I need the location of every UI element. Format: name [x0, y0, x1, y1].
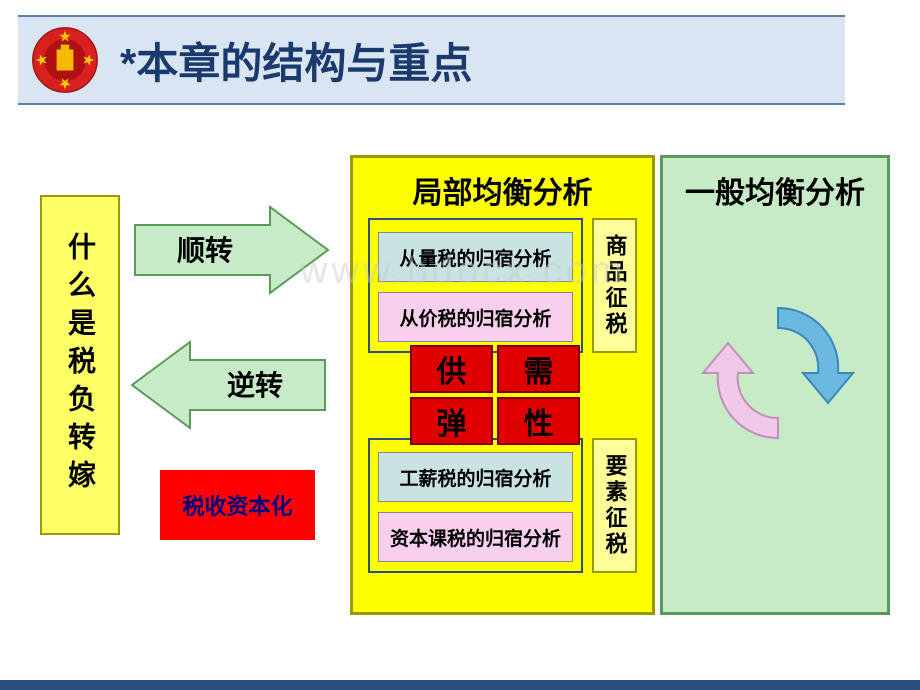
capitalization-box: 税收资本化	[160, 470, 315, 540]
goods-tax-label: 商品征税	[592, 218, 637, 353]
factor-tax-label-text: 要素征税	[599, 454, 631, 558]
left-topic-box: 什么是税负转嫁	[40, 195, 120, 535]
elasticity-cell-supply: 供	[410, 345, 493, 393]
general-equilibrium-title: 一般均衡分析	[663, 158, 887, 212]
reverse-arrow: 逆转	[130, 340, 330, 430]
elasticity-cell-ity: 性	[497, 397, 580, 445]
goods-tax-group: 从量税的归宿分析 从价税的归宿分析	[368, 218, 583, 353]
left-topic-text: 什么是税负转嫁	[60, 232, 100, 498]
factor-tax-label: 要素征税	[592, 438, 637, 573]
capital-tax-analysis: 资本课税的归宿分析	[378, 512, 573, 562]
partial-equilibrium-title: 局部均衡分析	[353, 158, 652, 222]
advalorem-tax-analysis: 从价税的归宿分析	[378, 292, 573, 342]
elasticity-cell-elastic: 弹	[410, 397, 493, 445]
capitalization-text: 税收资本化	[182, 489, 292, 521]
emblem-logo	[30, 25, 100, 95]
unit-tax-analysis: 从量税的归宿分析	[378, 232, 573, 282]
general-equilibrium-panel: 一般均衡分析	[660, 155, 890, 615]
forward-arrow: 顺转	[130, 205, 330, 295]
page-title: *本章的结构与重点	[120, 30, 472, 91]
header-bar: *本章的结构与重点	[18, 15, 845, 105]
reverse-arrow-label: 逆转	[227, 369, 283, 401]
wage-tax-analysis: 工薪税的归宿分析	[378, 452, 573, 502]
goods-tax-label-text: 商品征税	[599, 234, 631, 338]
forward-arrow-label: 顺转	[177, 235, 233, 266]
cycle-arrows-icon	[698, 293, 858, 453]
elasticity-cell-demand: 需	[497, 345, 580, 393]
factor-tax-group: 工薪税的归宿分析 资本课税的归宿分析	[368, 438, 583, 573]
elasticity-grid: 供 需 弹 性	[410, 345, 580, 435]
bottom-accent-bar	[0, 680, 920, 690]
